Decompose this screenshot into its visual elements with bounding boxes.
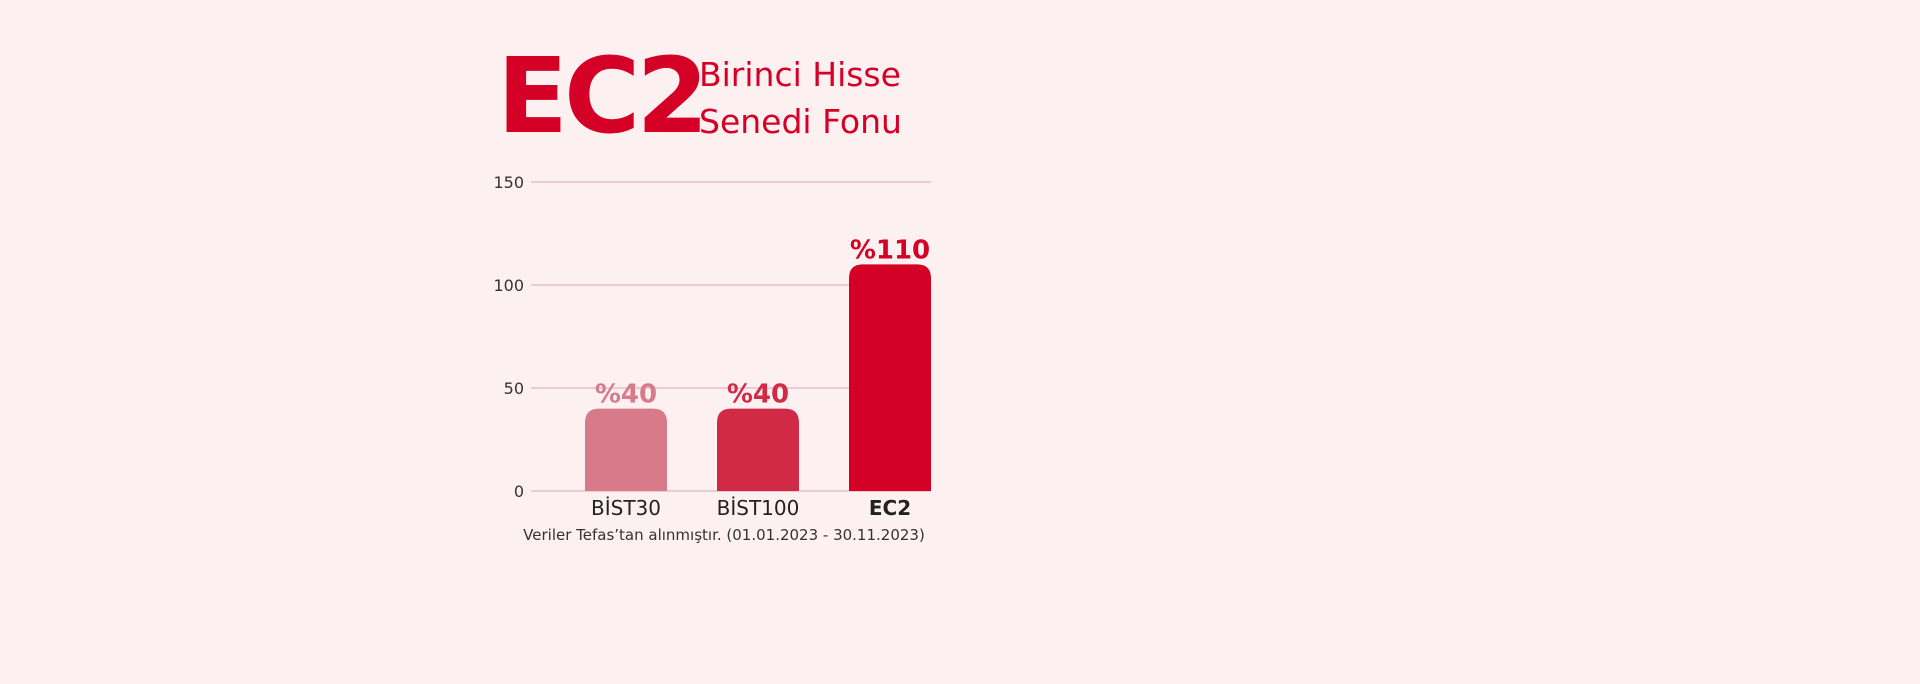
x-tick-label: BİST30 <box>591 496 661 520</box>
y-tick-label: 50 <box>504 379 524 398</box>
value-label: %40 <box>595 380 657 410</box>
bar <box>585 408 667 491</box>
value-label: %110 <box>850 235 930 265</box>
source-note: Veriler Tefas’tan alınmıştır. (01.01.202… <box>523 526 925 544</box>
y-tick-label: 0 <box>514 482 524 501</box>
y-tick-label: 150 <box>493 173 524 192</box>
x-tick-label: EC2 <box>869 496 911 520</box>
value-label: %40 <box>727 380 789 410</box>
bar <box>717 408 799 491</box>
y-tick-label: 100 <box>493 276 524 295</box>
chart-subtitle: Birinci Hisse <box>699 55 901 94</box>
bar <box>849 264 931 491</box>
chart-title: EC2 <box>497 35 705 157</box>
chart-subtitle: Senedi Fonu <box>699 102 902 141</box>
x-tick-label: BİST100 <box>717 496 800 520</box>
